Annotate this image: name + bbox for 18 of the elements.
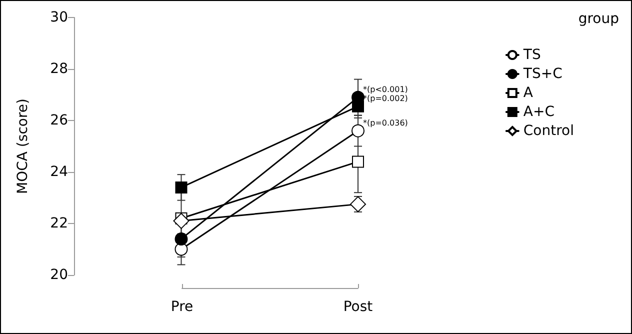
annotation: *(p=0.002)	[363, 94, 408, 103]
x-tick-label: Pre	[170, 299, 194, 315]
annotation: *(p=0.036)	[363, 118, 408, 128]
y-tick-label: 24	[50, 164, 68, 180]
legend-label: Control	[523, 123, 574, 139]
x-tick-label: Post	[343, 299, 374, 315]
legend-label: TS+C	[522, 66, 563, 82]
y-axis-title: MOCA (score)	[15, 98, 31, 194]
y-tick-label: 20	[50, 267, 68, 283]
legend-label: TS	[522, 47, 541, 63]
y-tick-label: 30	[50, 10, 68, 26]
y-tick-label: 26	[50, 112, 68, 128]
legend-label: A	[523, 85, 534, 101]
legend-title: group	[578, 11, 620, 27]
y-tick-label: 28	[50, 61, 68, 77]
y-tick-label: 22	[50, 216, 68, 232]
legend-label: A+C	[523, 104, 555, 120]
annotation: *(p<0.001)	[363, 84, 408, 94]
